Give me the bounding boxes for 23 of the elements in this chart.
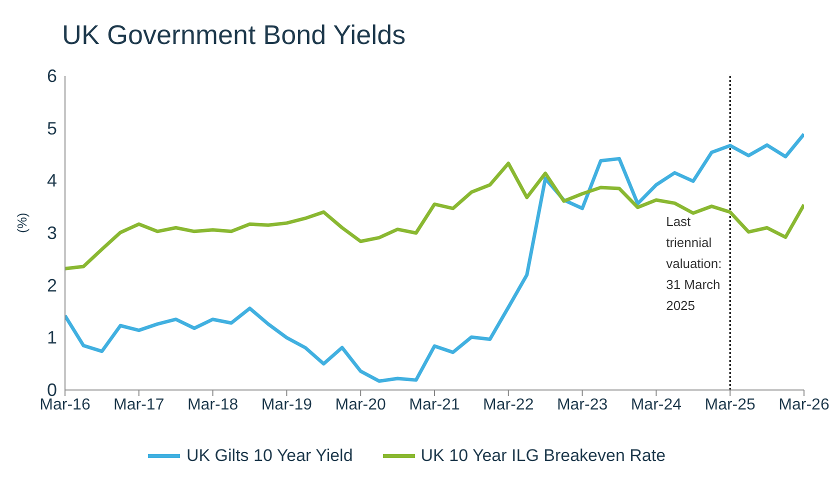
x-tick-label: Mar-25 [704, 396, 756, 414]
y-tick-label: 2 [46, 275, 57, 296]
chart-title: UK Government Bond Yields [62, 20, 406, 51]
y-tick-label: 4 [46, 170, 57, 191]
x-tick-label: Mar-21 [409, 396, 460, 414]
x-tick-label: Mar-23 [556, 396, 608, 414]
y-tick-label: 6 [46, 66, 57, 86]
line-series [65, 132, 804, 383]
x-tick-label: Mar-22 [483, 396, 534, 414]
x-tick-label: Mar-17 [114, 396, 164, 414]
x-tick-label: Mar-18 [187, 396, 238, 414]
x-tick-label: Mar-24 [630, 396, 682, 414]
y-tick-label: 3 [46, 223, 57, 243]
y-axis-title: (%) [14, 212, 30, 233]
x-tick-label: Mar-26 [778, 396, 830, 414]
legend-label: UK 10 Year ILG Breakeven Rate [420, 446, 666, 466]
x-tick-label: Mar-20 [335, 396, 386, 414]
x-tick-label: Mar-19 [261, 396, 312, 414]
line-series [65, 162, 804, 270]
y-tick-label: 5 [46, 118, 57, 138]
legend-label: UK Gilts 10 Year Yield [186, 446, 353, 466]
y-tick-label: 1 [46, 328, 57, 348]
ref-line-label: Last triennial valuation: 31 March 2025 [666, 214, 722, 313]
